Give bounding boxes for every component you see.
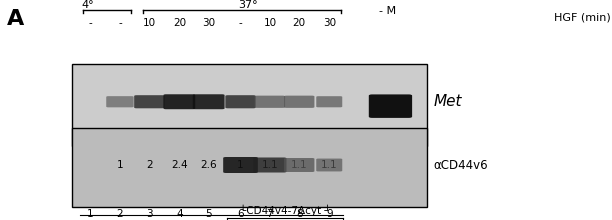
Text: 7: 7 (267, 209, 273, 219)
Text: └CD44v4-7Δcyt ┘: └CD44v4-7Δcyt ┘ (239, 205, 330, 216)
Text: 2.4: 2.4 (171, 160, 188, 170)
Text: 37°: 37° (239, 0, 258, 11)
Text: - M: - M (379, 6, 396, 16)
Text: 4°: 4° (81, 0, 94, 11)
Text: 20: 20 (173, 18, 186, 28)
Text: A: A (7, 9, 24, 29)
FancyBboxPatch shape (253, 158, 286, 172)
Text: 1: 1 (237, 160, 244, 170)
Bar (72, 64, 427, 146)
Text: 5: 5 (206, 209, 212, 219)
Text: 30: 30 (202, 18, 215, 28)
Bar (72, 128, 427, 207)
Text: 10: 10 (263, 18, 277, 28)
Text: αCD44v6: αCD44v6 (433, 158, 488, 172)
Text: 20: 20 (293, 18, 306, 28)
Text: 2: 2 (117, 209, 123, 219)
Text: 1.1: 1.1 (261, 160, 278, 170)
FancyBboxPatch shape (316, 159, 342, 171)
FancyBboxPatch shape (316, 96, 342, 107)
Text: 2.6: 2.6 (200, 160, 217, 170)
FancyBboxPatch shape (284, 158, 315, 172)
FancyBboxPatch shape (106, 96, 133, 107)
Text: 8: 8 (296, 209, 302, 219)
FancyBboxPatch shape (163, 94, 195, 109)
Text: -: - (89, 18, 92, 28)
FancyBboxPatch shape (193, 94, 225, 109)
FancyBboxPatch shape (223, 157, 258, 173)
Text: 2: 2 (146, 160, 152, 170)
FancyBboxPatch shape (225, 95, 256, 108)
Text: 4: 4 (176, 209, 182, 219)
Text: 30: 30 (323, 18, 336, 28)
Text: -: - (239, 18, 242, 28)
Text: 9: 9 (326, 209, 332, 219)
Text: Met: Met (433, 94, 462, 109)
FancyBboxPatch shape (369, 94, 412, 118)
Text: 3: 3 (146, 209, 152, 219)
FancyBboxPatch shape (134, 95, 165, 108)
Text: 6: 6 (237, 209, 244, 219)
Text: 1: 1 (117, 160, 123, 170)
FancyBboxPatch shape (255, 96, 285, 108)
Text: HGF (min): HGF (min) (554, 13, 611, 23)
Text: -: - (118, 18, 122, 28)
FancyBboxPatch shape (284, 96, 315, 108)
Text: 1: 1 (88, 209, 94, 219)
Text: 1.1: 1.1 (291, 160, 308, 170)
Text: 10: 10 (143, 18, 156, 28)
Text: 1.1: 1.1 (321, 160, 338, 170)
